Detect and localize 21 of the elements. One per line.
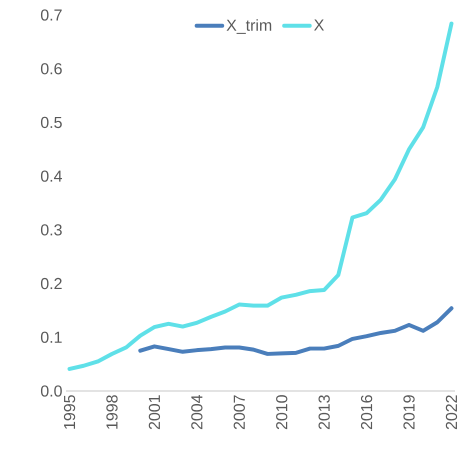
y-tick-label: 0.5 (40, 116, 62, 128)
y-tick-label: 0.6 (40, 63, 62, 74)
line-series (138, 306, 454, 356)
x-tick-label: 2013 (318, 395, 330, 430)
y-tick-label: 0.3 (40, 224, 62, 236)
x-tick-label: 2007 (233, 395, 245, 430)
y-tick-label: 0.2 (40, 278, 62, 290)
y-tick-label: 0.7 (40, 9, 62, 21)
legend-label: X (314, 19, 324, 30)
y-tick-label: 0.1 (40, 332, 62, 343)
y-tick-label: 0.4 (40, 170, 62, 182)
x-tick-label: 1998 (106, 395, 118, 429)
x-tick-label: 2022 (446, 395, 457, 430)
y-tick-label: 0.0 (40, 385, 62, 397)
x-tick-label: 1995 (64, 395, 75, 429)
x-tick-label: 2016 (360, 395, 372, 430)
x-tick-label: 2001 (148, 395, 160, 430)
x-tick-label: 2010 (276, 395, 288, 430)
x-tick-label: 2019 (403, 395, 414, 430)
x-tick-label: 2004 (191, 395, 202, 430)
legend-label: X_trim (226, 19, 271, 34)
